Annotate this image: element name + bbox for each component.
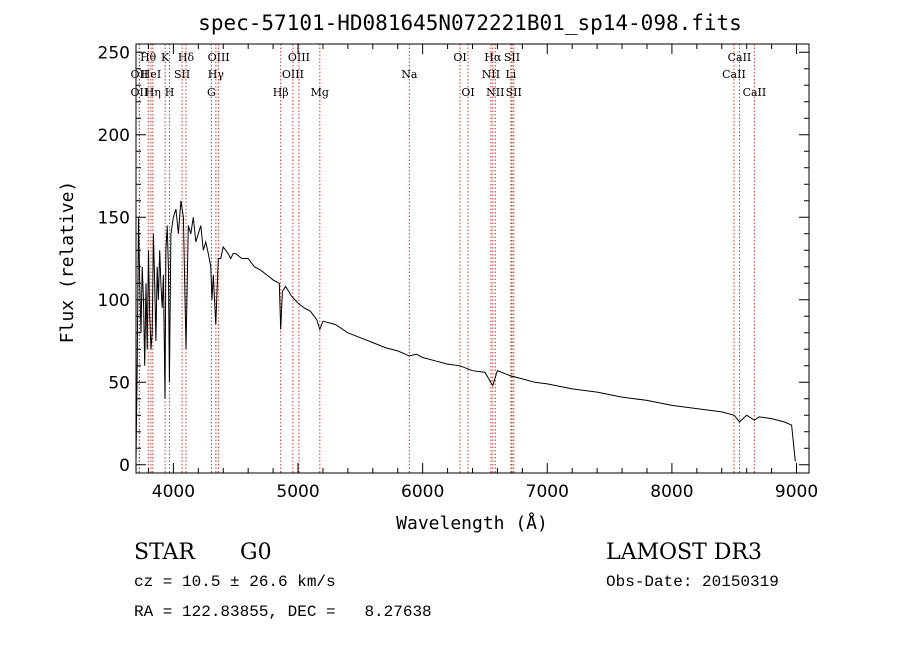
line-label: CaII: [722, 68, 746, 81]
line-label: OIII: [288, 51, 310, 64]
y-tick-label: 150: [98, 208, 130, 228]
x-tick-label: 8000: [650, 482, 693, 502]
line-label: G: [207, 86, 216, 99]
chart-title: spec-57101-HD081645N072221B01_sp14-098.f…: [198, 11, 742, 35]
line-label: OI: [461, 86, 474, 99]
line-label: SII: [504, 51, 520, 64]
line-label: Hα: [484, 51, 502, 64]
x-tick-label: 6000: [401, 482, 444, 502]
line-label: NII: [482, 68, 500, 81]
line-label: H: [165, 86, 175, 99]
line-label: Na: [401, 68, 418, 81]
line-label: SII: [174, 68, 190, 81]
redshift-cz: cz = 10.5 ± 26.6 km/s: [134, 573, 336, 591]
y-tick-label: 0: [119, 456, 130, 476]
survey-name: LAMOST DR3: [606, 540, 762, 565]
line-label: CaII: [728, 51, 752, 64]
line-label: OI: [453, 51, 466, 64]
y-axis-label: Flux (relative): [57, 181, 78, 344]
observation-date: Obs-Date: 20150319: [606, 573, 779, 591]
line-label: Hθ: [140, 51, 157, 64]
coordinates: RA = 122.83855, DEC = 8.27638: [134, 603, 432, 621]
x-tick-label: 9000: [775, 482, 818, 502]
line-label: Hβ: [273, 86, 289, 99]
line-label: OII: [131, 68, 149, 81]
line-label: Mg: [311, 86, 329, 99]
y-tick-label: 250: [98, 43, 130, 63]
line-label: OIII: [282, 68, 304, 81]
line-label: Hδ: [178, 51, 195, 64]
line-label: Hη: [145, 86, 161, 99]
line-label: K: [161, 51, 170, 64]
line-label: Li: [505, 68, 516, 81]
object-subclass: G0: [240, 540, 272, 565]
spectral-line-markers: [138, 44, 755, 473]
axes: 4000 5000 6000 7000 8000 9000 0 50 100 150 200 250: [98, 43, 819, 502]
spectral-line-labels: OII OII Hθ HeI Hη K H SII Hδ OIII Hγ G Hβ OIII OIII Mg N…: [131, 51, 767, 99]
line-label: CaII: [743, 86, 767, 99]
plot-frame: [135, 43, 810, 474]
y-tick-label: 100: [98, 291, 130, 311]
object-class: STAR: [134, 540, 195, 565]
line-label: OIII: [208, 51, 230, 64]
x-tick-label: 4000: [152, 482, 195, 502]
x-axis-label: Wavelength (Å): [396, 512, 548, 534]
line-label: Hγ: [208, 68, 225, 81]
line-label: SII: [506, 86, 522, 99]
x-tick-label: 5000: [276, 482, 319, 502]
line-label: OII: [131, 86, 149, 99]
y-tick-label: 50: [108, 373, 130, 393]
line-label: HeI: [141, 68, 161, 81]
line-label: NII: [486, 86, 504, 99]
spectrum-line: [135, 200, 796, 462]
x-tick-label: 7000: [526, 482, 569, 502]
y-tick-label: 200: [98, 126, 130, 146]
